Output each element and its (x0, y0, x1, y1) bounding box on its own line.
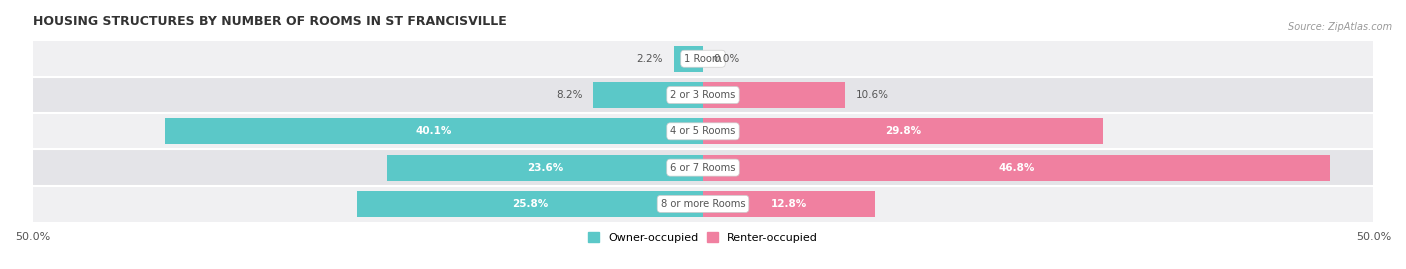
Text: 29.8%: 29.8% (884, 126, 921, 136)
Bar (703, 155, 1330, 181)
Text: 4 or 5 Rooms: 4 or 5 Rooms (671, 126, 735, 136)
Bar (166, 118, 703, 144)
Text: 40.1%: 40.1% (416, 126, 453, 136)
Bar (703, 82, 845, 108)
Text: Source: ZipAtlas.com: Source: ZipAtlas.com (1288, 22, 1392, 31)
Bar (703, 191, 875, 217)
Text: 23.6%: 23.6% (527, 163, 562, 173)
Text: 8 or more Rooms: 8 or more Rooms (661, 199, 745, 209)
Bar (32, 186, 1374, 222)
Text: 10.6%: 10.6% (856, 90, 889, 100)
Bar (32, 150, 1374, 185)
Text: 25.8%: 25.8% (512, 199, 548, 209)
Text: HOUSING STRUCTURES BY NUMBER OF ROOMS IN ST FRANCISVILLE: HOUSING STRUCTURES BY NUMBER OF ROOMS IN… (32, 15, 506, 28)
Text: 2 or 3 Rooms: 2 or 3 Rooms (671, 90, 735, 100)
Legend: Owner-occupied, Renter-occupied: Owner-occupied, Renter-occupied (583, 228, 823, 247)
Text: 6 or 7 Rooms: 6 or 7 Rooms (671, 163, 735, 173)
Text: 1 Room: 1 Room (685, 54, 721, 64)
Text: 12.8%: 12.8% (770, 199, 807, 209)
Text: 46.8%: 46.8% (998, 163, 1035, 173)
Text: 2.2%: 2.2% (637, 54, 662, 64)
Bar (593, 82, 703, 108)
Bar (357, 191, 703, 217)
Bar (32, 77, 1374, 113)
Bar (32, 41, 1374, 76)
Text: 0.0%: 0.0% (714, 54, 740, 64)
Bar (387, 155, 703, 181)
Bar (703, 118, 1102, 144)
Bar (673, 46, 703, 72)
Text: 8.2%: 8.2% (555, 90, 582, 100)
Bar (32, 114, 1374, 149)
